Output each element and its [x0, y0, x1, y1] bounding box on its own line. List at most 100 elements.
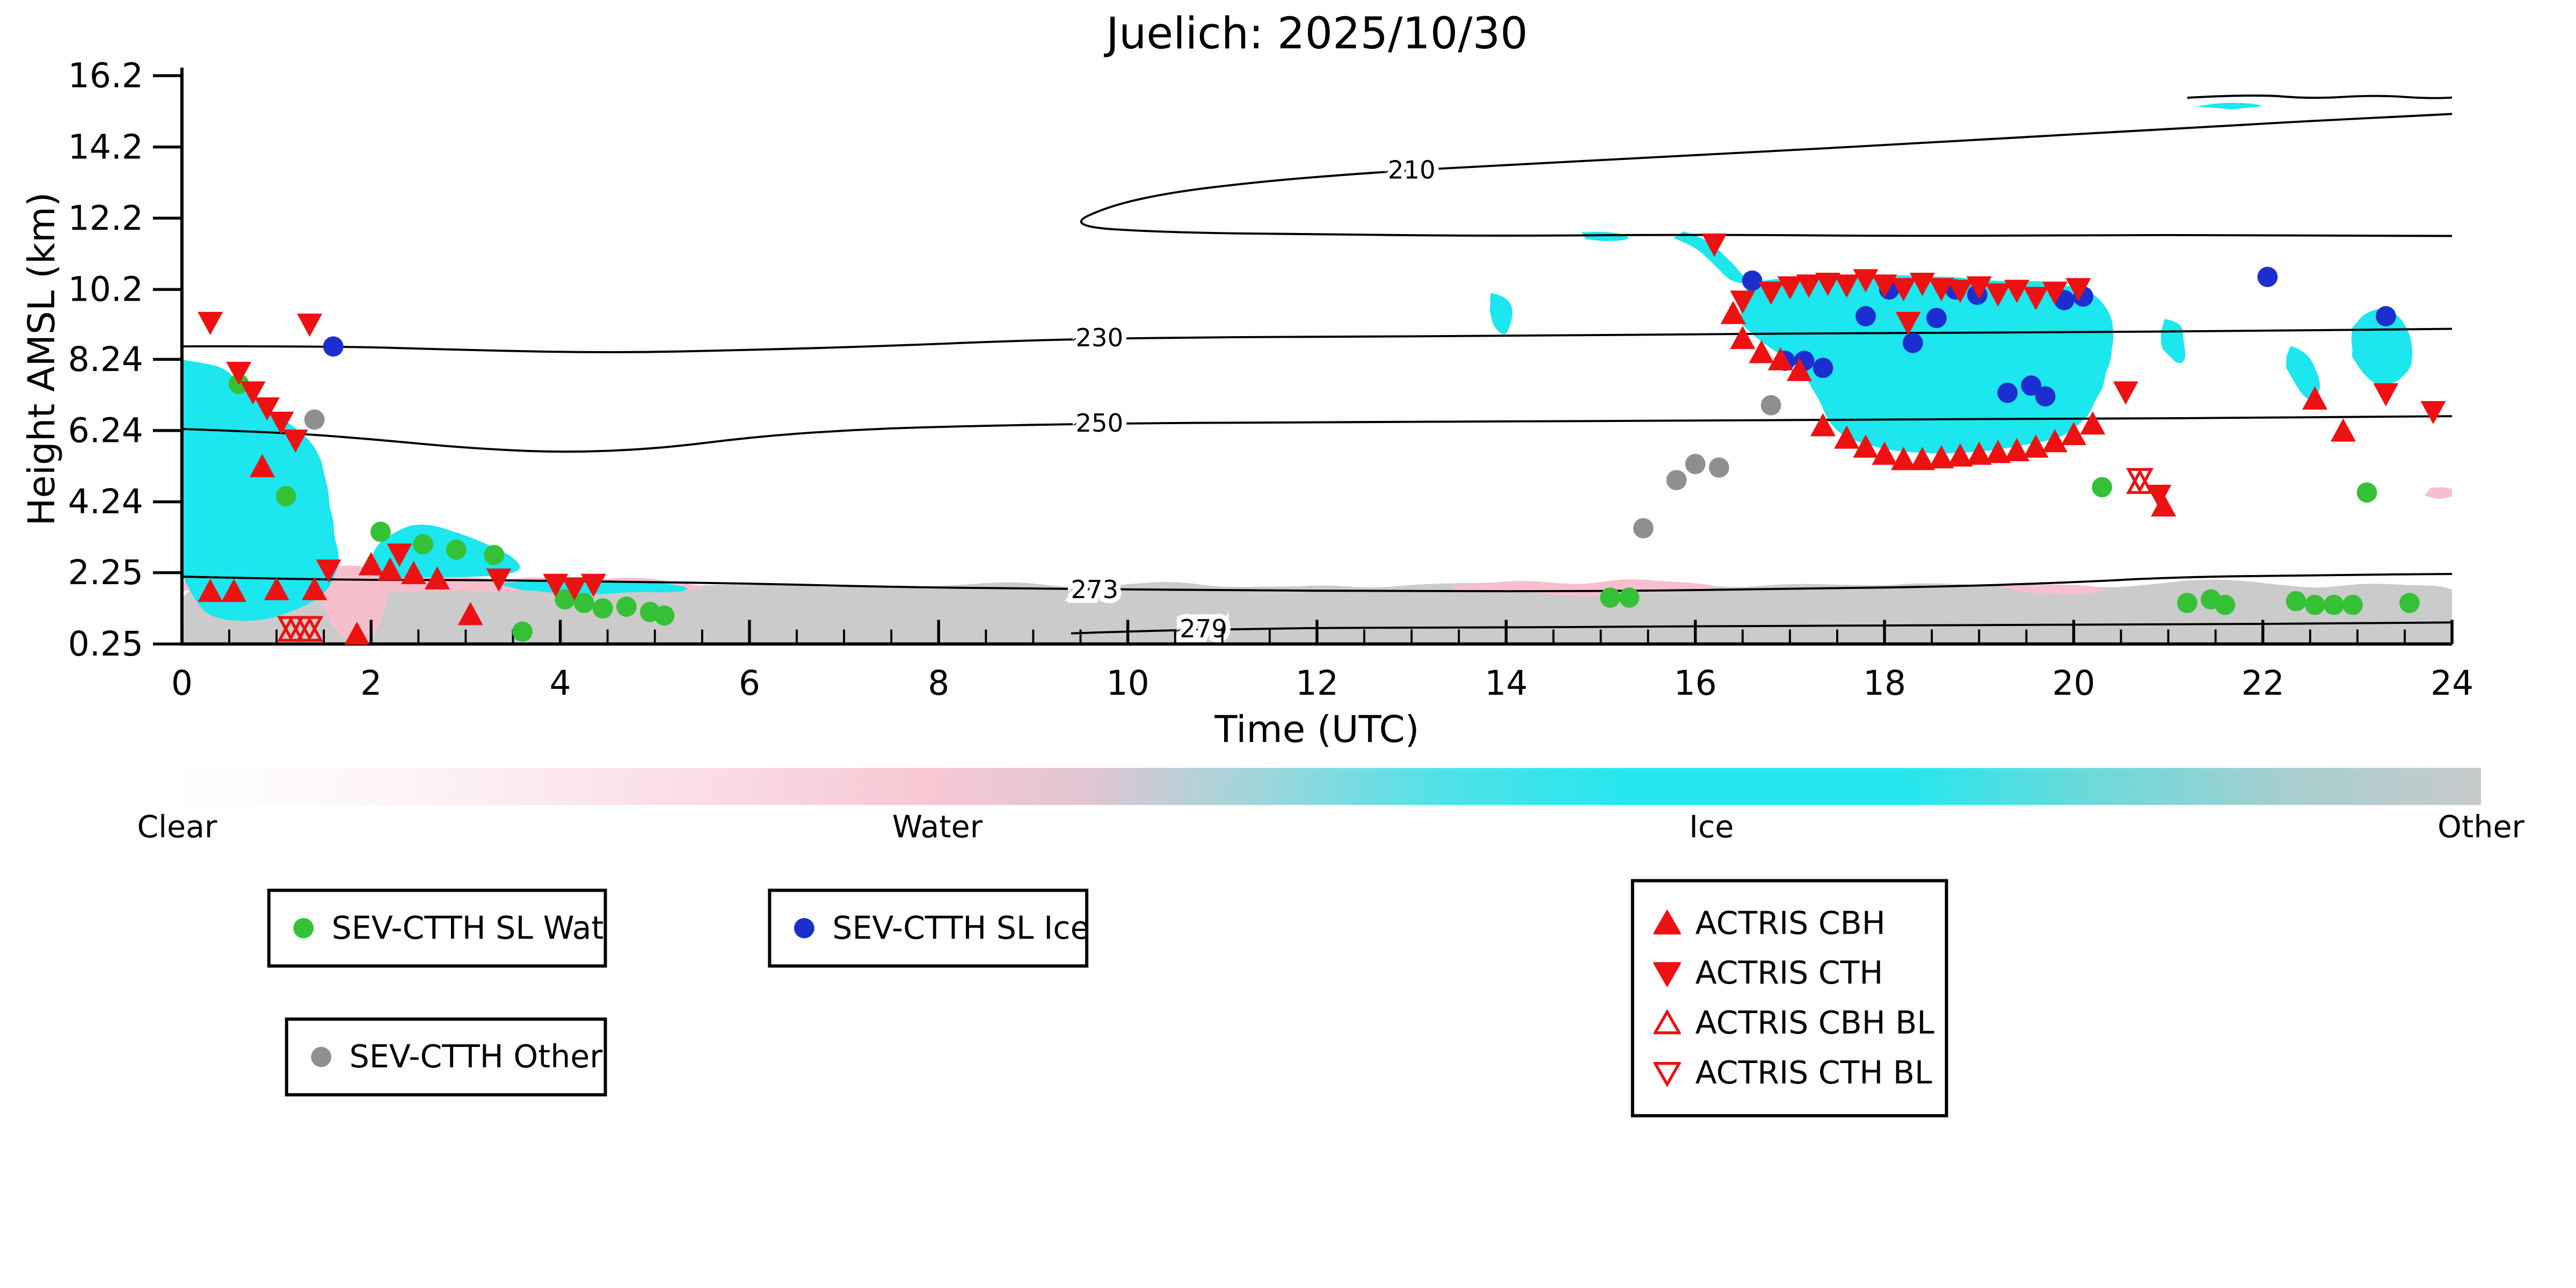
point: [297, 314, 323, 337]
green-circle-icon: [290, 914, 317, 942]
series-actris-cth: [198, 233, 2446, 601]
point: [2042, 429, 2068, 453]
point: [370, 521, 391, 542]
point: [226, 361, 252, 385]
point: [1834, 425, 1860, 449]
region-ice-21: [2163, 318, 2186, 361]
red-triangle-up-icon: [1653, 909, 1681, 937]
point: [1708, 457, 1729, 478]
legend-label-cth-bl: ACTRIS CTH BL: [1695, 1054, 1932, 1092]
point: [2035, 386, 2056, 407]
y-tick-label: 0.25: [68, 624, 143, 664]
point: [1947, 280, 1973, 303]
point: [484, 544, 505, 565]
point: [1619, 587, 1640, 608]
contour-230: [180, 328, 2453, 353]
y-tick-label: 4.24: [68, 482, 143, 521]
point: [486, 568, 512, 592]
x-tick-label: 0: [171, 664, 193, 703]
x-tick-label: 12: [1296, 664, 1338, 703]
point: [1600, 587, 1620, 608]
point: [1834, 274, 1860, 298]
region-water-column: [319, 562, 389, 638]
point: [2420, 401, 2446, 424]
point: [1786, 358, 1812, 381]
x-tick-label: 18: [1863, 664, 1906, 703]
point: [1872, 441, 1897, 465]
point: [2215, 594, 2236, 615]
point: [413, 534, 433, 555]
x-tick-label: 24: [2431, 664, 2473, 703]
point: [512, 621, 533, 642]
point: [1872, 274, 1897, 298]
point: [2324, 594, 2344, 615]
point: [1966, 441, 1992, 465]
region-ice-23: [2353, 308, 2413, 389]
contour-label-273: 273: [1071, 575, 1118, 604]
point: [1742, 270, 1763, 291]
point: [1855, 306, 1876, 326]
point: [1853, 434, 1879, 458]
legend-sev-ctth-sl-ice: SEV-CTTH SL Ice: [768, 889, 1090, 968]
point: [1929, 445, 1954, 469]
point: [555, 589, 576, 610]
point: [592, 598, 613, 619]
point: [268, 411, 294, 435]
x-tick-label: 10: [1107, 664, 1149, 703]
legend-row-cbh-bl: ACTRIS CBH BL: [1653, 1005, 1934, 1042]
point: [457, 602, 483, 625]
point: [2286, 591, 2306, 612]
point: [2023, 287, 2049, 310]
point: [2302, 386, 2328, 410]
point: [1895, 311, 1921, 336]
point: [1853, 269, 1879, 293]
point: [304, 409, 325, 430]
y-tick-label: 6.24: [68, 411, 143, 450]
point: [2042, 281, 2068, 305]
point: [221, 578, 247, 602]
point: [198, 311, 223, 336]
contour-210: [1080, 113, 2453, 237]
point: [580, 573, 606, 598]
y-tick-label: 14.2: [68, 127, 143, 166]
point: [377, 557, 403, 581]
contour-line: [2187, 94, 2453, 99]
point: [2065, 278, 2091, 302]
x-tick-label: 16: [1674, 664, 1717, 703]
point: [1929, 278, 1954, 302]
x-tick-label: 14: [1485, 664, 1527, 703]
contour-label-250: 250: [1075, 409, 1123, 438]
point: [2330, 418, 2356, 442]
contour-label-230: 230: [1075, 323, 1123, 352]
x-tick-label: 2: [360, 664, 382, 703]
point: [1985, 283, 2011, 307]
point: [316, 559, 341, 583]
colorbar-label-ice: Ice: [1689, 810, 1734, 846]
series-sev-ctth-sl-wat: [228, 374, 2420, 642]
point: [1813, 358, 1833, 379]
point: [2113, 381, 2138, 405]
point: [1701, 233, 1727, 257]
point: [2004, 438, 2030, 462]
point: [1720, 301, 1746, 324]
contour-250: [180, 415, 2453, 453]
legend-row-cth-bl: ACTRIS CTH BL: [1653, 1054, 1932, 1092]
chart-title: Juelich: 2025/10/30: [1106, 9, 1528, 60]
series-actris-cbh: [198, 301, 2356, 645]
point: [2004, 280, 2030, 303]
point: [654, 605, 675, 626]
point: [616, 596, 637, 617]
point: [387, 543, 412, 567]
point: [282, 430, 308, 453]
legend-row-cth: ACTRIS CTH: [1653, 955, 1883, 992]
point: [424, 566, 450, 590]
point: [2373, 383, 2399, 407]
region-ice-22: [2286, 346, 2318, 397]
point: [1890, 447, 1916, 470]
point: [1666, 470, 1687, 491]
point: [2399, 593, 2420, 613]
point: [2092, 477, 2113, 498]
series-actris-cth-bl: [277, 468, 2154, 642]
point: [1947, 443, 1973, 467]
